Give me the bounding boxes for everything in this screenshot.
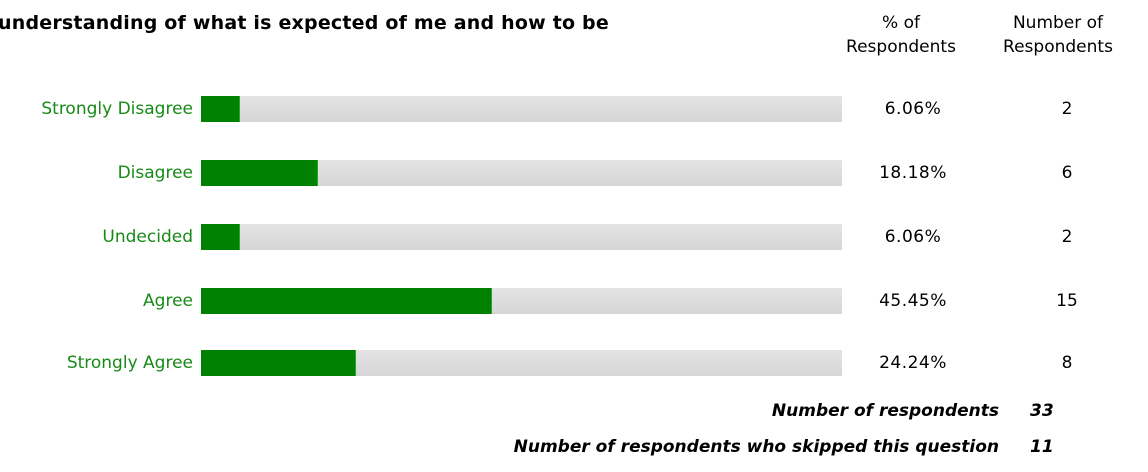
response-label: Strongly Disagree	[41, 99, 193, 119]
count-value: 15	[1056, 291, 1078, 311]
respondents-count-value: 33	[1030, 401, 1054, 421]
percent-value: 6.06%	[884, 227, 942, 247]
bar-track	[201, 96, 842, 122]
response-label: Undecided	[102, 227, 193, 247]
percent-value: 6.06%	[884, 99, 942, 119]
bar-track	[201, 288, 842, 314]
percent-header-line1: % of	[882, 13, 920, 33]
skipped-summary: Number of respondents who skipped this q…	[0, 435, 1148, 459]
percent-header-line2: Respondents	[846, 37, 956, 57]
count-header-line1: Number of	[1012, 13, 1104, 33]
percent-column-header: % of Respondents	[838, 11, 964, 59]
bar-fill	[201, 350, 356, 376]
count-column-header: Number of Respondents	[966, 11, 1148, 59]
count-value: 8	[1061, 353, 1073, 373]
count-value: 6	[1061, 163, 1073, 183]
bar-fill	[201, 96, 240, 122]
percent-value: 45.45%	[879, 291, 947, 311]
count-value: 2	[1061, 227, 1073, 247]
bar-track	[201, 350, 842, 376]
skipped-count-value: 11	[1030, 437, 1054, 457]
response-label: Disagree	[117, 163, 193, 183]
question-title: understanding of what is expected of me …	[0, 12, 609, 34]
response-row-agree: Agree 45.45% 15	[0, 288, 1148, 314]
bar-fill	[201, 160, 318, 186]
response-row-strongly-agree: Strongly Agree 24.24% 8	[0, 350, 1148, 376]
respondents-count-label: Number of respondents	[771, 401, 999, 421]
response-label: Agree	[143, 291, 193, 311]
respondents-summary: Number of respondents 33	[0, 399, 1148, 423]
response-row-strongly-disagree: Strongly Disagree 6.06% 2	[0, 96, 1148, 122]
count-value: 2	[1061, 99, 1073, 119]
percent-value: 18.18%	[879, 163, 947, 183]
bar-fill	[201, 288, 492, 314]
response-row-disagree: Disagree 18.18% 6	[0, 160, 1148, 186]
response-label: Strongly Agree	[66, 353, 193, 373]
bar-track	[201, 160, 842, 186]
skipped-count-label: Number of respondents who skipped this q…	[513, 437, 999, 457]
response-row-undecided: Undecided 6.06% 2	[0, 224, 1148, 250]
bar-track	[201, 224, 842, 250]
bar-fill	[201, 224, 240, 250]
percent-value: 24.24%	[879, 353, 947, 373]
count-header-line2: Respondents	[1003, 37, 1113, 57]
